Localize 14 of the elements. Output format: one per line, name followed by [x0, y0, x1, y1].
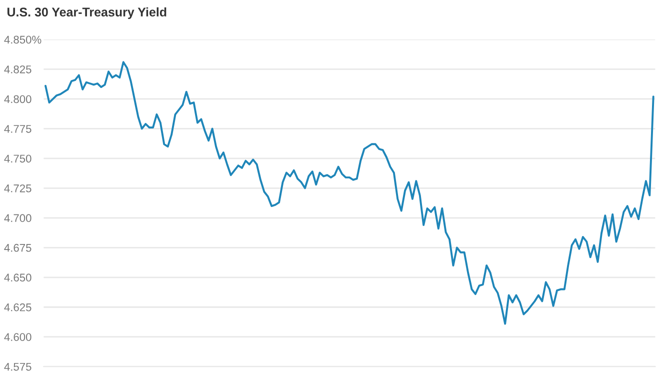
y-tick-label: 4.600	[4, 333, 32, 341]
y-tick-label: 4.625	[4, 303, 32, 312]
y-tick-label: 4.800	[4, 95, 32, 104]
y-tick-label: 4.750	[4, 154, 32, 163]
y-tick-label: 4.700	[4, 214, 32, 222]
y-tick-label: 4.850%	[4, 36, 42, 44]
chart-title: U.S. 30 Year-Treasury Yield	[7, 7, 166, 19]
y-tick-label: 4.775	[4, 125, 32, 133]
y-tick-label: 4.650	[4, 274, 32, 282]
y-tick-label: 4.675	[4, 244, 32, 252]
line-series	[44, 61, 654, 325]
y-tick-label: 4.575	[4, 362, 32, 371]
y-tick-label: 4.825	[4, 65, 32, 74]
y-tick-label: 4.725	[4, 184, 32, 192]
